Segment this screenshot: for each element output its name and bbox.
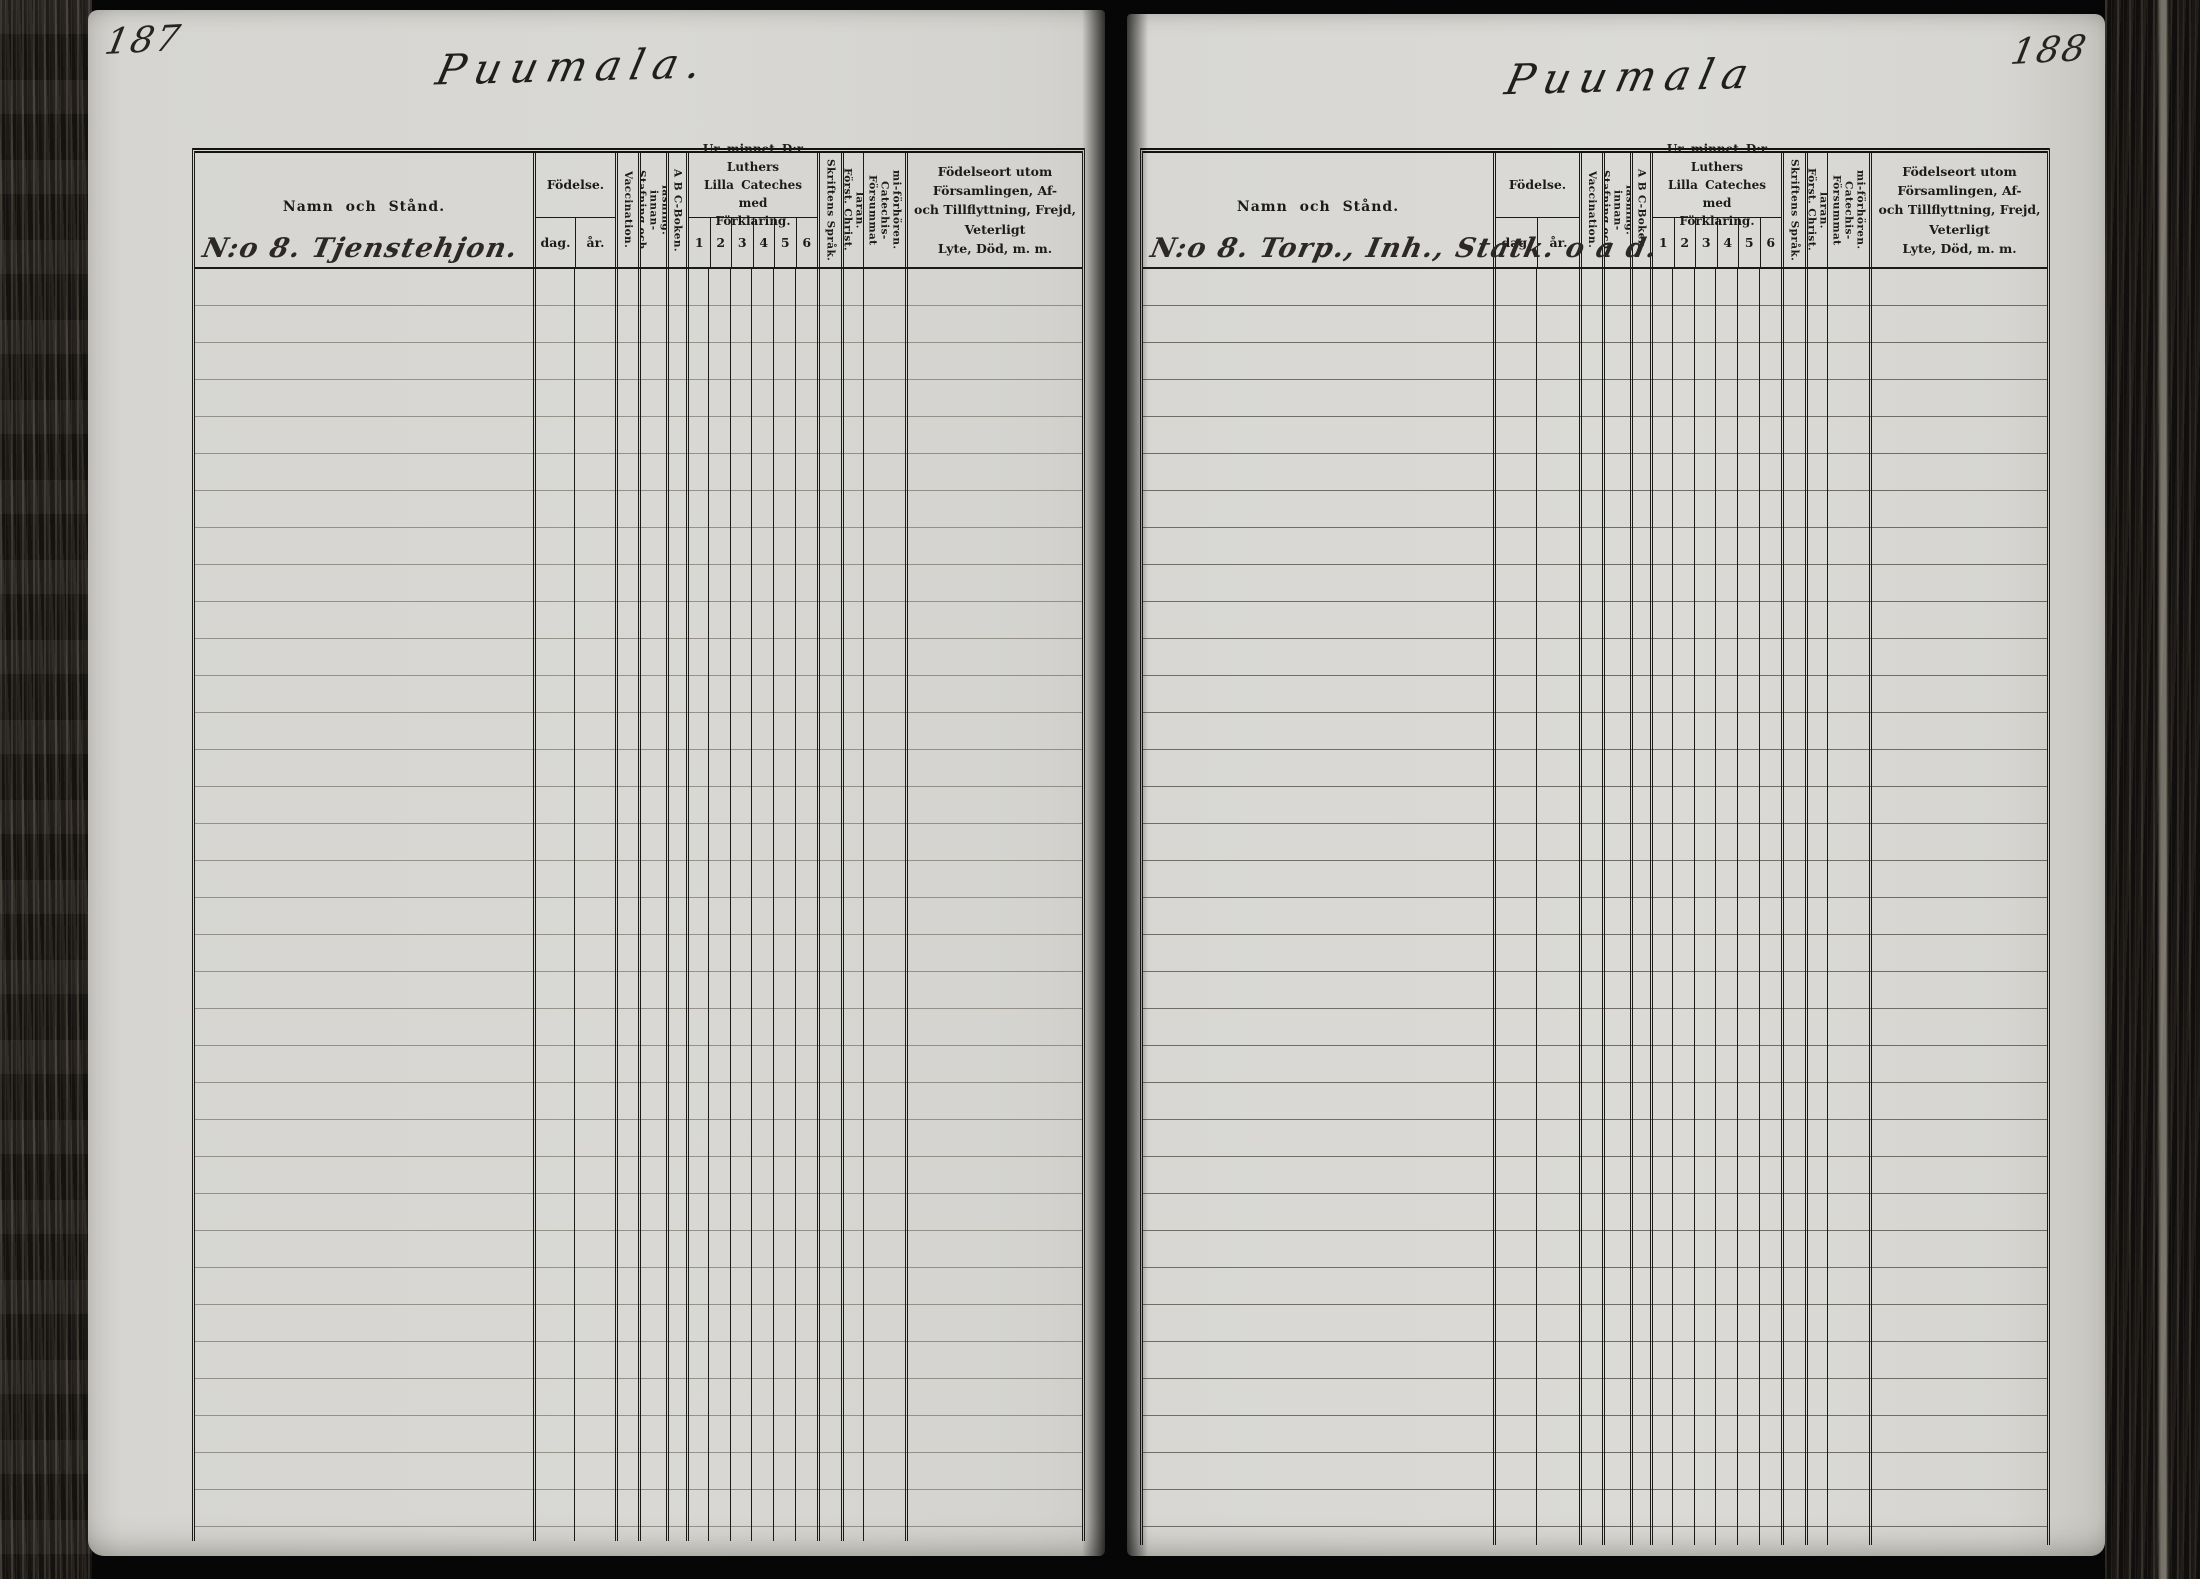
birth-group-label: Födelse. (536, 153, 615, 218)
body-column-vaccination (1579, 269, 1602, 1545)
table-body (1143, 269, 2047, 1545)
body-column-cat6 (1759, 269, 1781, 1545)
body-column-year (1536, 269, 1579, 1545)
body-column-cat2 (707, 269, 730, 1541)
column-header-christian-doctrine: Först. Christ. läran. (1805, 153, 1827, 267)
column-header-spelling-reading: Stafning och innan- läsning. (638, 153, 666, 267)
body-column-name (195, 269, 533, 1541)
subcolumn-day: dag. (540, 235, 571, 250)
column-header-birth: Födelse. dag. år. (1493, 153, 1579, 267)
body-column-abc (666, 269, 686, 1541)
ledger-table-right: Namn och Stånd. N:o 8. Torp., Inh., Stat… (1140, 142, 2050, 1545)
column-header-vaccination: Vaccination. (1579, 153, 1602, 267)
body-column-name (1143, 269, 1493, 1545)
catechism-grade-4: 4 (752, 218, 775, 267)
catechism-grade-4: 4 (1716, 218, 1739, 267)
body-column-spelling (638, 269, 666, 1541)
name-column-label: Namn och Stånd. (1236, 199, 1400, 215)
body-column-cat5 (1737, 269, 1759, 1545)
body-column-missed (862, 269, 905, 1541)
column-header-name: Namn och Stånd. N:o 8. Tjenstehjon. (195, 153, 533, 267)
catechism-grade-5: 5 (1738, 218, 1760, 267)
body-column-abc (1630, 269, 1650, 1545)
catechism-grade-2: 2 (709, 218, 732, 267)
column-header-catechism: Ur minnet D:r Luthers Lilla Cateches med… (686, 142, 818, 267)
birth-group-label: Födelse. (1496, 153, 1579, 218)
catechism-group-label: Ur minnet D:r Luthers Lilla Cateches med… (1653, 142, 1781, 228)
column-header-remarks: Födelseort utom Församlingen, Af- och Ti… (905, 153, 1082, 267)
parish-title-right: Puumala (1500, 48, 1762, 105)
catechism-grade-3: 3 (1695, 218, 1717, 267)
body-column-day (1493, 269, 1536, 1545)
body-column-day (533, 269, 574, 1541)
column-header-abc-book: A B C-Boken. (666, 153, 686, 267)
name-column-label: Namn och Stånd. (282, 199, 446, 215)
subcolumn-day: dag. (1501, 235, 1532, 250)
catechism-grade-5: 5 (774, 218, 796, 267)
catechism-group-label: Ur minnet D:r Luthers Lilla Cateches med… (689, 142, 817, 228)
catechism-grade-3: 3 (731, 218, 753, 267)
body-column-vaccination (615, 269, 638, 1541)
table-body (195, 269, 1082, 1541)
body-column-cat4 (751, 269, 773, 1541)
subcolumn-year: år. (1537, 218, 1579, 267)
handwritten-entry-left: N:o 8. Tjenstehjon. (199, 233, 522, 264)
column-header-catechism: Ur minnet D:r Luthers Lilla Cateches med… (1650, 142, 1782, 267)
body-column-doctrine (840, 269, 863, 1541)
book-edge-right (2105, 0, 2200, 1579)
column-header-scripture-language: Skriftens Språk. (817, 153, 841, 267)
body-column-cat5 (773, 269, 795, 1541)
parish-title-left: Puumala. (431, 38, 716, 95)
body-column-cat1 (1650, 269, 1672, 1545)
body-column-cat3 (1693, 269, 1716, 1545)
page-number-left: 187 (101, 18, 186, 63)
table-header-row: Namn och Stånd. N:o 8. Torp., Inh., Stat… (1143, 142, 2047, 269)
body-column-cat6 (795, 269, 817, 1541)
catechism-grade-1: 1 (694, 235, 704, 250)
book-edge-left (0, 0, 92, 1579)
body-column-cat2 (1671, 269, 1694, 1545)
right-page: 188 Puumala Namn och Stånd. N:o 8. Torp.… (1127, 14, 2105, 1556)
table-header-row: Namn och Stånd. N:o 8. Tjenstehjon. Föde… (195, 142, 1082, 269)
catechism-grade-2: 2 (1673, 218, 1696, 267)
body-column-remarks (1868, 269, 2047, 1545)
subcolumn-year: år. (575, 218, 615, 267)
column-header-scripture-language: Skriftens Språk. (1781, 153, 1805, 267)
handwritten-entry-right: N:o 8. Torp., Inh., Statk. o a d. (1147, 233, 1661, 264)
body-column-scripture (1780, 269, 1805, 1545)
page-number-right: 188 (2007, 28, 2092, 73)
body-column-cat3 (729, 269, 752, 1541)
body-column-spelling (1602, 269, 1630, 1545)
column-header-abc-book: A B C-Boken. (1630, 153, 1650, 267)
body-column-cat1 (686, 269, 708, 1541)
column-header-spelling-reading: Stafning och innan- läsning. (1602, 153, 1630, 267)
catechism-grade-1: 1 (1658, 235, 1668, 250)
left-page: 187 Puumala. Namn och Stånd. N:o 8. Tjen… (88, 10, 1105, 1556)
column-header-birth: Födelse. dag. år. (533, 153, 615, 267)
ledger-table-left: Namn och Stånd. N:o 8. Tjenstehjon. Föde… (192, 142, 1085, 1541)
body-column-remarks (904, 269, 1082, 1541)
body-column-year (574, 269, 615, 1541)
body-column-cat4 (1715, 269, 1737, 1545)
body-column-missed (1826, 269, 1869, 1545)
column-header-missed-exams: Försummat Catechis- mi-förhören. (863, 153, 905, 267)
catechism-grade-6: 6 (1759, 218, 1782, 267)
catechism-grade-6: 6 (795, 218, 818, 267)
column-header-remarks: Födelseort utom Församlingen, Af- och Ti… (1869, 153, 2047, 267)
column-header-vaccination: Vaccination. (615, 153, 638, 267)
column-header-christian-doctrine: Först. Christ. läran. (841, 153, 863, 267)
body-column-doctrine (1804, 269, 1827, 1545)
column-header-missed-exams: Försummat Catechis- mi-förhören. (1827, 153, 1869, 267)
body-column-scripture (816, 269, 841, 1541)
column-header-name: Namn och Stånd. N:o 8. Torp., Inh., Stat… (1143, 153, 1661, 267)
